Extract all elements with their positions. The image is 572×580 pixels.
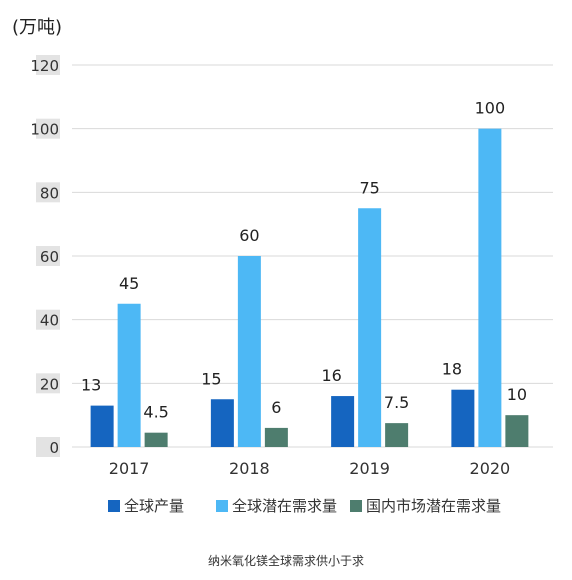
legend-label: 国内市场潜在需求量: [366, 497, 501, 515]
chart-background: [0, 0, 572, 550]
bar: [237, 256, 261, 447]
bar: [264, 427, 288, 447]
y-tick-background: [36, 182, 60, 203]
legend-swatch: [108, 500, 120, 512]
bar-value-label: 18: [442, 360, 462, 379]
y-tick-background: [36, 118, 60, 139]
x-tick-label: 2020: [470, 459, 511, 478]
y-tick-label: 100: [30, 121, 59, 139]
bar: [358, 208, 382, 447]
bar: [331, 396, 355, 447]
y-tick-label: 60: [40, 248, 59, 266]
bar-value-label: 45: [119, 274, 139, 293]
bar: [451, 389, 475, 447]
bar: [117, 303, 141, 447]
bar: [385, 423, 409, 447]
y-tick-background: [36, 246, 60, 266]
y-tick-label: 40: [40, 312, 59, 330]
bar: [478, 128, 502, 447]
x-tick-label: 2019: [349, 459, 390, 478]
y-tick-background: [36, 373, 60, 394]
y-tick-background: [36, 309, 60, 330]
bar-value-label: 100: [475, 99, 506, 118]
legend-label: 全球产量: [124, 497, 184, 515]
bar-value-label: 75: [359, 178, 379, 197]
y-tick-label: 20: [40, 375, 59, 393]
bar: [90, 405, 114, 447]
y-tick-labels: 0 20 40 60 80 100 120: [30, 55, 60, 457]
bars: [90, 128, 529, 447]
x-tick-label: 2018: [229, 459, 270, 478]
bar-value-label: 7.5: [384, 393, 409, 412]
bar: [210, 399, 234, 447]
bar-value-label: 60: [239, 226, 259, 245]
bar-value-labels: 13 45 4.5 15 60 6 16 75 7.5 18 100 10: [81, 99, 527, 422]
legend-swatch: [216, 500, 228, 512]
bar: [144, 432, 168, 447]
legend-label: 全球潜在需求量: [232, 497, 337, 515]
legend-swatch: [350, 500, 362, 512]
bar-value-label: 15: [201, 369, 221, 388]
y-tick-background: [36, 55, 60, 75]
y-axis-unit-label: (万吨): [12, 17, 62, 38]
legend: 全球产量 全球潜在需求量 国内市场潜在需求量: [108, 497, 501, 515]
bar-value-label: 13: [81, 376, 101, 395]
y-tick-label: 80: [40, 184, 59, 202]
figure-caption: 纳米氧化镁全球需求供小于求: [207, 554, 364, 568]
y-tick-label: 0: [49, 439, 59, 457]
y-tick-label: 120: [30, 57, 59, 75]
bar-value-label: 10: [507, 385, 527, 404]
bar-value-label: 4.5: [143, 403, 168, 422]
bar-value-label: 16: [321, 366, 341, 385]
chart: (万吨) 0 20 40 60 80 100 120 13 45 4.5 15 60 6 16 75 7.5…: [0, 0, 572, 550]
x-tick-label: 2017: [109, 459, 150, 478]
x-tick-labels: 2017 2018 2019 2020: [109, 459, 510, 478]
y-tick-background: [36, 437, 60, 457]
bar-value-label: 6: [271, 398, 281, 417]
bar: [505, 415, 529, 447]
